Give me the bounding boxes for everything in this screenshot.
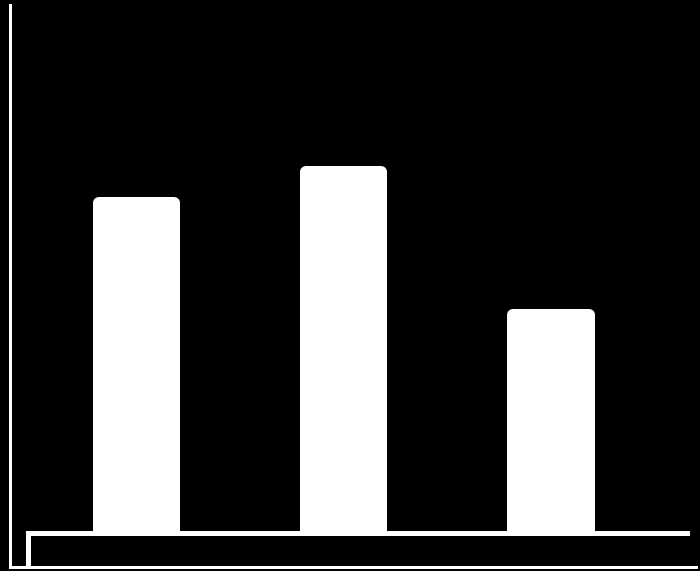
platform-top-edge (26, 531, 690, 536)
bar-2 (300, 166, 387, 531)
bar-chart (0, 0, 700, 571)
bar-1 (93, 197, 180, 531)
platform-left-edge (26, 536, 31, 569)
bar-3 (507, 309, 595, 531)
x-axis (9, 566, 698, 569)
y-axis (9, 4, 12, 569)
